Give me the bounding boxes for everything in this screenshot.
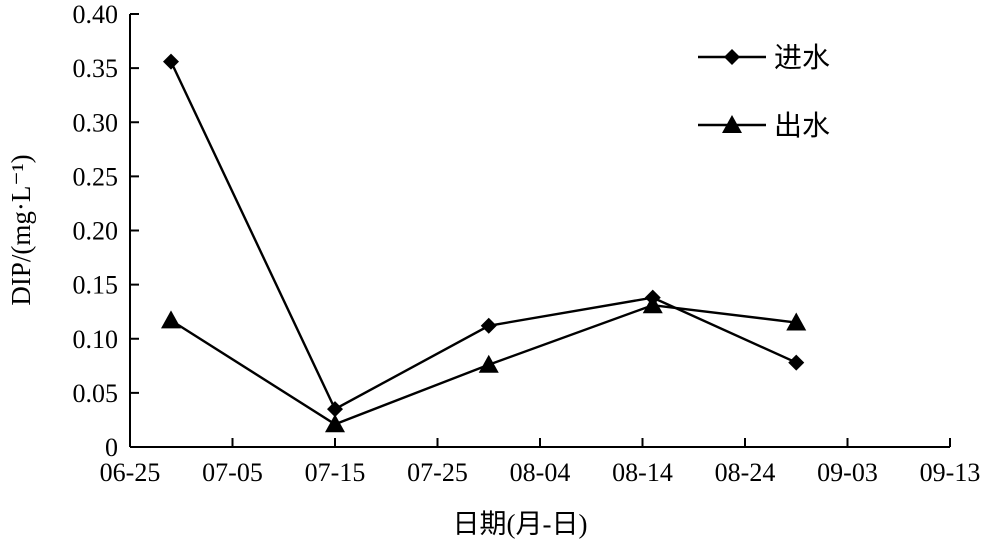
x-tick-label: 08-24 — [715, 458, 776, 487]
series-1-line — [169, 61, 797, 411]
y-tick-label: 0.25 — [73, 162, 119, 191]
x-tick-label: 09-03 — [817, 458, 878, 487]
y-axis-title: DIP/(mg·L⁻¹) — [6, 154, 36, 305]
x-tick-label: 06-25 — [100, 458, 161, 487]
y-tick-label: 0.35 — [73, 54, 119, 83]
series-1-point — [327, 401, 343, 418]
legend-item-2: 出水 — [698, 109, 830, 142]
y-ticks: 0 0.05 0.10 0.15 0.20 0.25 0.30 0.35 0.40 — [73, 0, 139, 462]
y-tick-label: 0.20 — [73, 217, 119, 246]
legend-label: 进水 — [774, 41, 830, 74]
y-tick-label: 0.05 — [73, 379, 119, 408]
x-tick-label: 08-04 — [510, 458, 571, 487]
series-2-point — [786, 312, 807, 331]
series-2 — [161, 295, 807, 433]
legend-marker — [724, 49, 740, 65]
series-layer — [161, 53, 807, 433]
series-2-point — [161, 310, 181, 329]
x-tick-label: 09-13 — [920, 458, 981, 487]
x-tick-label: 08-14 — [612, 458, 673, 487]
x-ticks: 06-25 07-05 07-15 07-25 08-04 08-14 08-24 09-03… — [100, 438, 981, 487]
series-1-point — [788, 354, 805, 371]
series-1-point — [480, 317, 497, 334]
x-tick-label: 07-15 — [305, 458, 366, 487]
x-tick-label: 07-25 — [407, 458, 468, 487]
series-1 — [163, 53, 805, 418]
y-tick-label: 0.15 — [73, 271, 119, 300]
y-tick-label: 0 — [105, 433, 118, 462]
legend-marker — [722, 115, 742, 133]
legend-label: 出水 — [774, 109, 830, 142]
series-2-point — [478, 354, 499, 373]
y-tick-label: 0.40 — [73, 0, 119, 29]
series-2-point — [642, 295, 663, 314]
series-1-point — [163, 53, 179, 70]
x-axis-title: 日期(月-日) — [453, 509, 588, 539]
y-tick-label: 0.10 — [73, 325, 119, 354]
series-2-point — [325, 414, 345, 433]
legend-item-1: 进水 — [698, 41, 830, 74]
y-tick-label: 0.30 — [73, 108, 119, 137]
x-tick-label: 07-05 — [202, 458, 263, 487]
